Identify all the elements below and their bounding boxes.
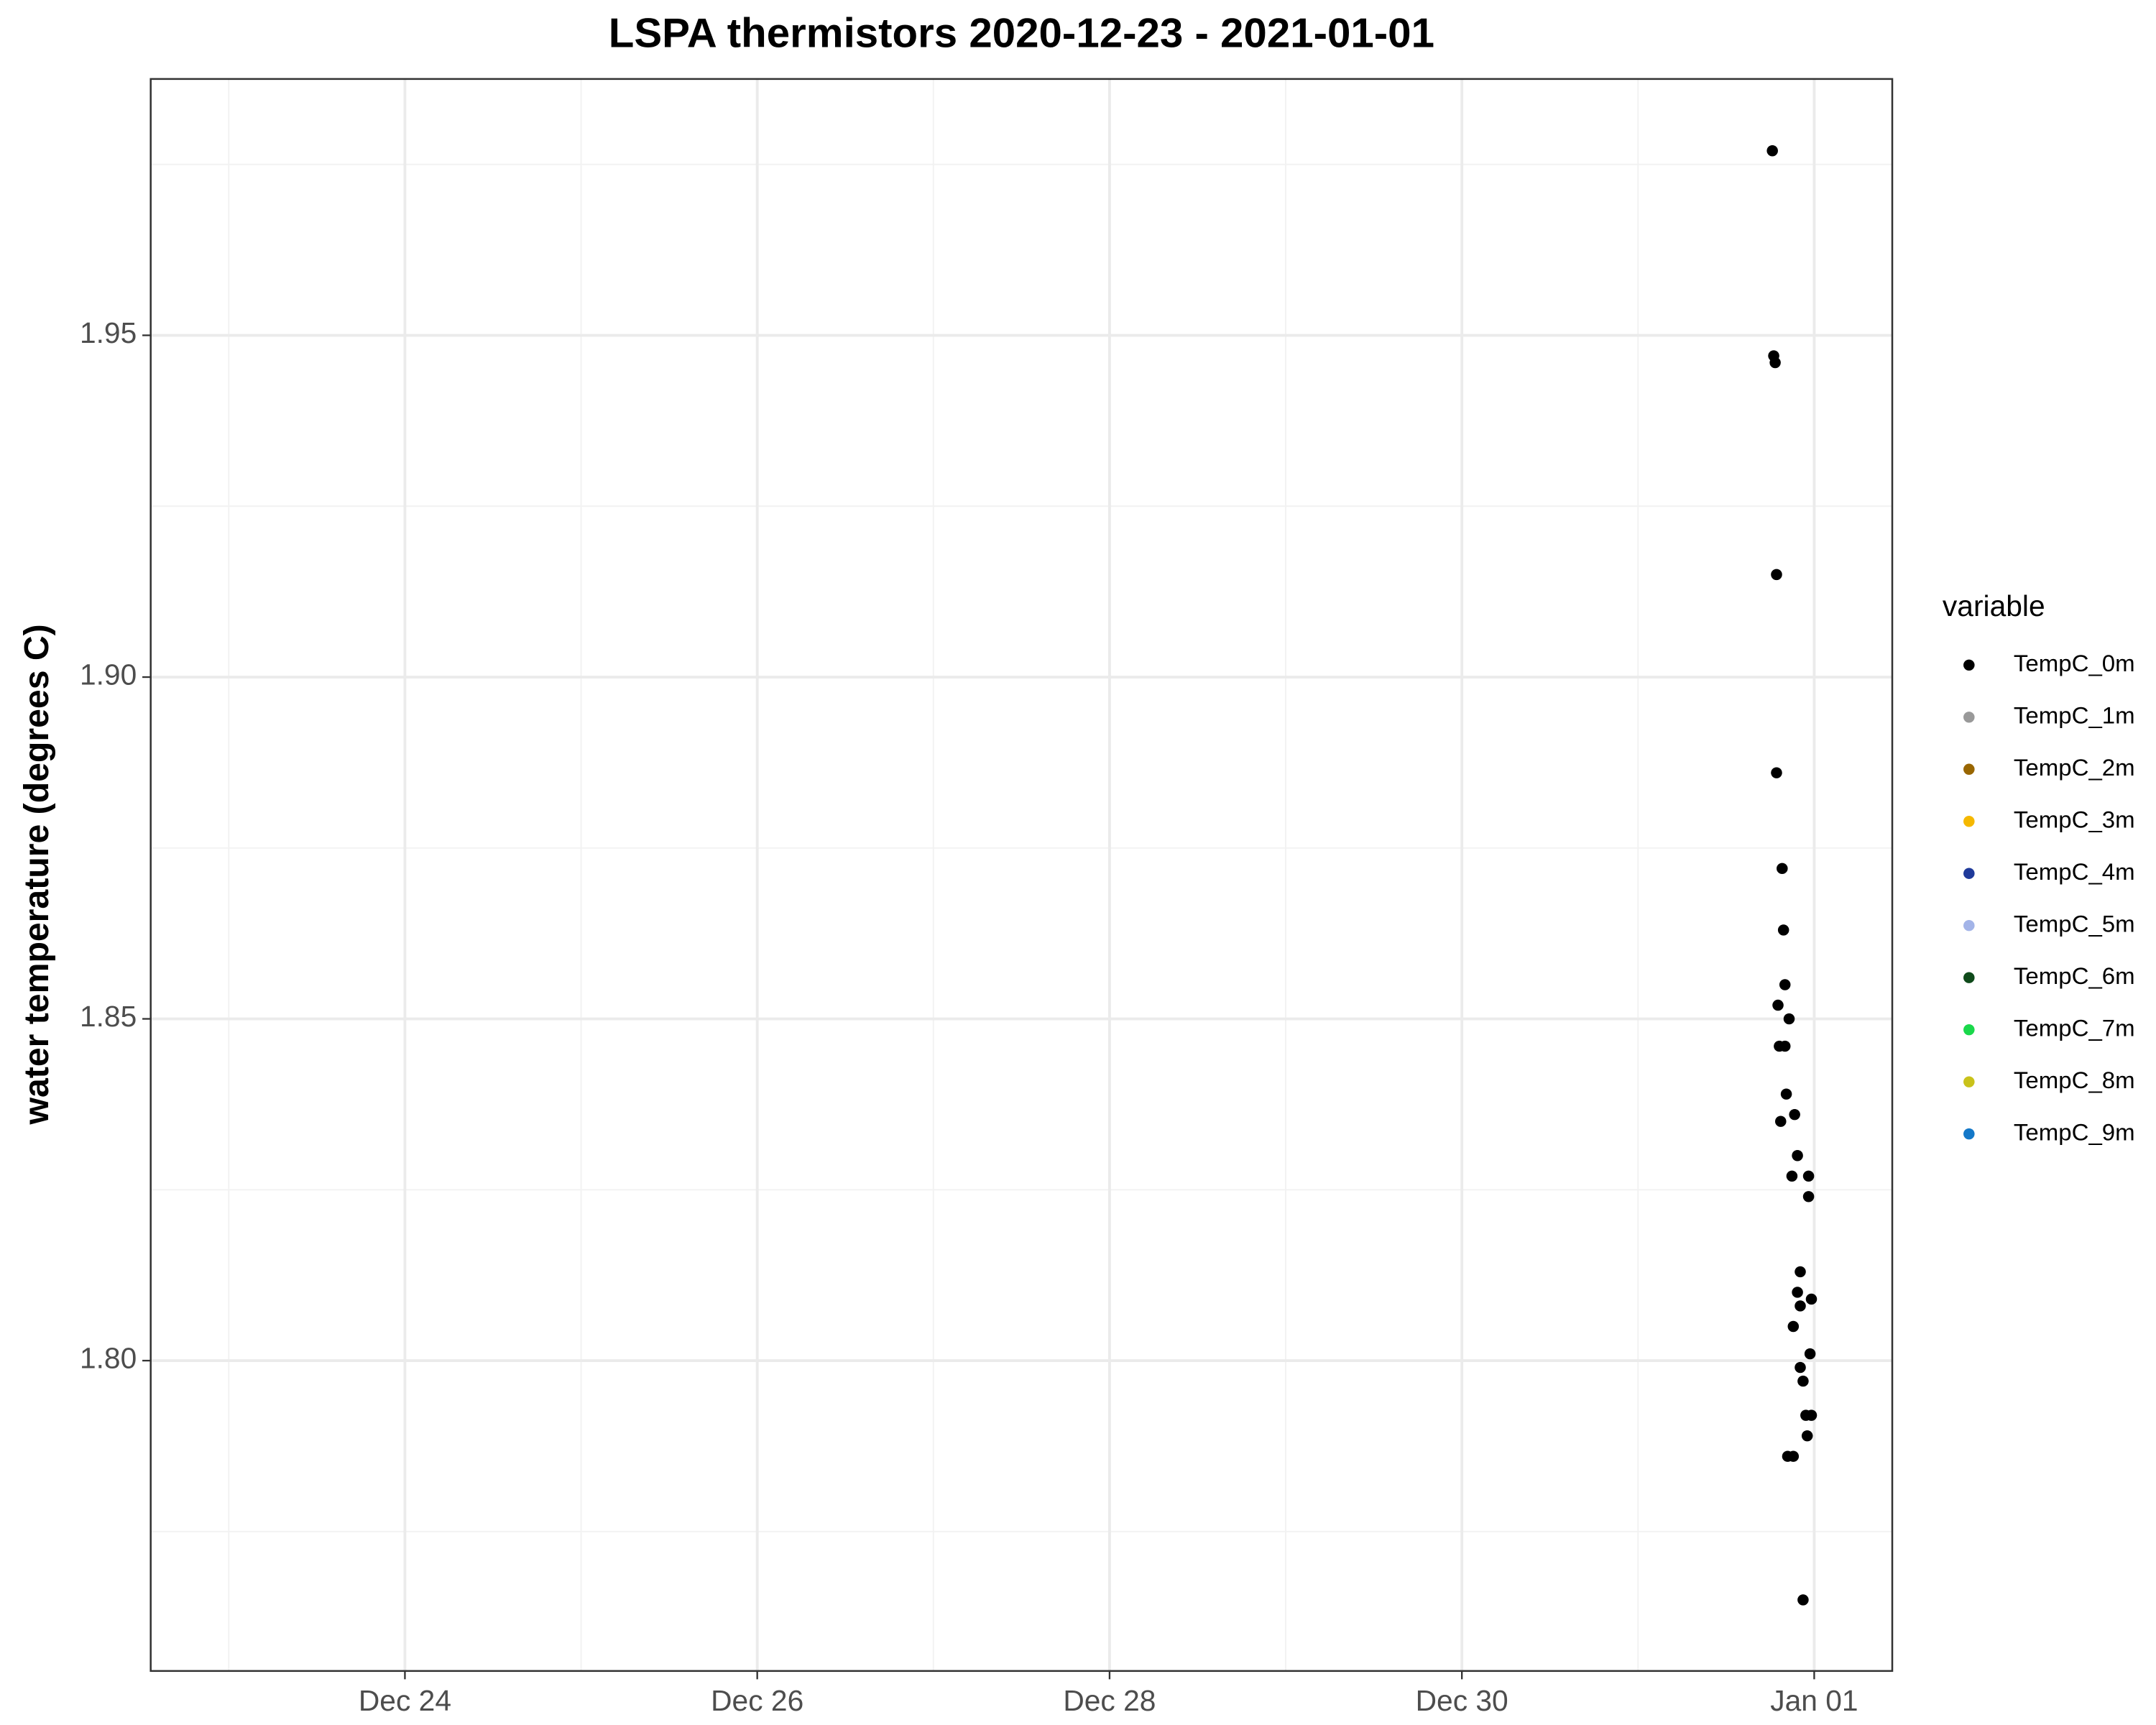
point (1804, 1348, 1816, 1360)
legend-label: TempC_0m (2014, 650, 2135, 676)
legend-marker (1963, 816, 1975, 827)
legend-marker (1963, 972, 1975, 983)
x-tick-label: Dec 30 (1416, 1684, 1508, 1717)
legend-marker (1963, 712, 1975, 723)
point (1797, 1594, 1809, 1606)
legend-marker (1963, 1076, 1975, 1087)
y-tick-label: 1.95 (80, 316, 137, 349)
point (1801, 1430, 1813, 1442)
point (1792, 1287, 1803, 1298)
point (1802, 1191, 1815, 1202)
point (1777, 924, 1789, 936)
y-tick-label: 1.80 (80, 1342, 137, 1375)
point (1792, 1150, 1803, 1162)
legend-label: TempC_5m (2014, 910, 2135, 937)
legend-label: TempC_8m (2014, 1067, 2135, 1093)
point (1766, 145, 1778, 157)
point (1779, 1040, 1791, 1052)
point (1769, 356, 1781, 369)
point (1787, 1320, 1800, 1333)
point (1805, 1293, 1818, 1305)
legend-marker (1963, 868, 1975, 879)
legend-label: TempC_4m (2014, 858, 2135, 885)
point (1795, 1361, 1806, 1374)
point (1795, 1266, 1806, 1278)
legend-label: TempC_1m (2014, 702, 2135, 729)
legend-title: variable (1943, 589, 2045, 622)
point (1802, 1170, 1815, 1182)
legend-marker (1963, 763, 1975, 775)
point (1786, 1170, 1798, 1182)
legend-label: TempC_7m (2014, 1014, 2135, 1041)
point (1777, 862, 1788, 875)
point (1797, 1375, 1809, 1387)
y-tick-label: 1.90 (80, 658, 137, 691)
point (1771, 767, 1782, 778)
point (1771, 569, 1782, 581)
chart-title: LSPA thermistors 2020-12-23 - 2021-01-01 (609, 10, 1434, 57)
legend-marker (1963, 659, 1975, 671)
y-axis-title: water temperature (degrees C) (17, 624, 56, 1125)
legend-marker (1963, 920, 1975, 932)
legend-label: TempC_2m (2014, 754, 2135, 781)
point (1789, 1108, 1800, 1121)
x-tick-label: Dec 24 (359, 1684, 451, 1717)
point (1787, 1450, 1800, 1462)
x-tick-label: Jan 01 (1770, 1684, 1858, 1717)
legend-label: TempC_9m (2014, 1118, 2135, 1145)
point (1795, 1300, 1806, 1312)
point (1772, 999, 1784, 1011)
point (1783, 1013, 1795, 1025)
legend-marker (1963, 1024, 1975, 1036)
y-tick-label: 1.85 (80, 1000, 137, 1033)
point (1805, 1409, 1818, 1421)
point (1774, 1116, 1787, 1127)
x-tick-label: Dec 28 (1063, 1684, 1156, 1717)
point (1780, 1088, 1792, 1100)
legend-label: TempC_3m (2014, 806, 2135, 833)
point (1779, 979, 1791, 990)
legend-label: TempC_6m (2014, 962, 2135, 989)
plot-border (149, 78, 1894, 1673)
x-tick-label: Dec 26 (711, 1684, 803, 1717)
legend-marker (1963, 1128, 1975, 1140)
